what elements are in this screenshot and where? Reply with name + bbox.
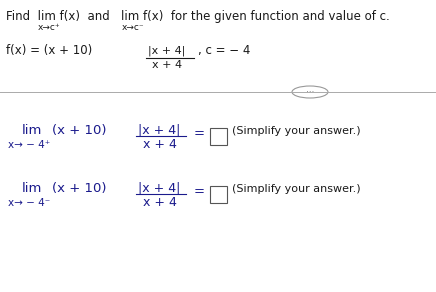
Text: , c = − 4: , c = − 4: [198, 44, 250, 57]
Text: x→ − 4⁻: x→ − 4⁻: [8, 198, 50, 208]
Text: (x + 10): (x + 10): [52, 124, 106, 137]
Text: =: =: [194, 185, 205, 198]
Text: x→c⁺: x→c⁺: [38, 23, 61, 32]
Text: x + 4: x + 4: [152, 60, 182, 70]
Text: Find  lim f(x)  and   lim f(x)  for the given function and value of c.: Find lim f(x) and lim f(x) for the given…: [6, 10, 390, 23]
Text: x→c⁻: x→c⁻: [122, 23, 145, 32]
Text: x + 4: x + 4: [143, 138, 177, 151]
Text: (x + 10): (x + 10): [52, 182, 106, 195]
FancyBboxPatch shape: [210, 185, 226, 202]
Text: lim: lim: [22, 124, 42, 137]
Text: =: =: [194, 127, 205, 140]
Ellipse shape: [292, 86, 328, 98]
Text: ⋯: ⋯: [306, 88, 314, 96]
Text: |x + 4|: |x + 4|: [138, 181, 181, 194]
Text: x + 4: x + 4: [143, 196, 177, 209]
Text: (Simplify your answer.): (Simplify your answer.): [232, 126, 361, 136]
FancyBboxPatch shape: [210, 128, 226, 145]
Text: x→ − 4⁺: x→ − 4⁺: [8, 140, 50, 150]
Text: f(x) = (x + 10): f(x) = (x + 10): [6, 44, 92, 57]
Text: |x + 4|: |x + 4|: [138, 123, 181, 136]
Text: |x + 4|: |x + 4|: [148, 45, 185, 55]
Text: lim: lim: [22, 182, 42, 195]
Text: (Simplify your answer.): (Simplify your answer.): [232, 184, 361, 194]
